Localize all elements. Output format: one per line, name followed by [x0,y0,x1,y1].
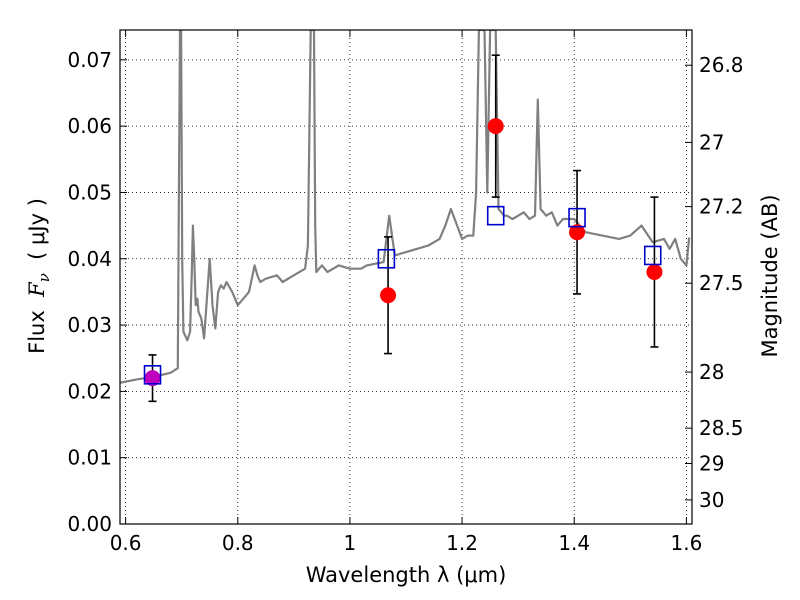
model-point [568,207,586,228]
x-axis-ticks: 0.6 0.8 1 1.2 1.4 1.6 [110,30,702,555]
right-tick-label: 27.5 [699,271,744,295]
right-tick-label: 27 [699,130,724,154]
right-tick-label: 29 [699,452,724,476]
model-points [143,205,662,385]
observed-point [646,264,663,281]
x-axis-label: Wavelength λ (μm) [306,563,507,587]
y-tick-label: 0.04 [67,247,112,271]
x-tick-label: 0.6 [110,531,142,555]
model-point [377,248,396,269]
plot-frame [119,29,693,525]
y-tick-label: 0.03 [67,313,112,337]
right-tick-label: 30 [699,488,724,512]
observed-points [144,118,663,387]
x-tick-label: 1.2 [446,531,478,555]
right-tick-label: 26.8 [699,53,744,77]
y-tick-label: 0.00 [67,512,112,536]
model-point [643,245,662,266]
x-tick-label: 0.8 [222,531,254,555]
observed-point [380,287,397,304]
y-tick-label: 0.06 [67,114,112,138]
right-tick-label: 27.2 [699,195,744,219]
y-tick-label: 0.07 [67,48,112,72]
observed-point [569,224,586,241]
observed-point [144,370,161,387]
spectrum-series [120,30,691,384]
y-axis-ticks: 0.00 0.01 0.02 0.03 0.04 0.05 0.06 0.07 [67,48,127,536]
right-axis-ticks: 26.8 27 27.2 27.5 28 28.5 29 30 [685,53,744,512]
y-tick-label: 0.01 [67,446,112,470]
right-tick-label: 28.5 [699,416,744,440]
y-tick-label: 0.02 [67,379,112,403]
x-tick-label: 1.4 [558,531,590,555]
y-tick-label: 0.05 [67,180,112,204]
x-tick-label: 1.6 [670,531,702,555]
x-tick-label: 1 [344,531,357,555]
spectrum-line [120,30,691,384]
model-point [486,205,505,226]
grid [120,30,692,525]
right-axis-label: Magnitude (AB) [758,194,782,357]
observed-point [487,118,504,135]
model-point [143,365,162,385]
y-axis-label: Flux Fν ( μJy ) [25,198,53,354]
right-tick-label: 28 [699,360,724,384]
